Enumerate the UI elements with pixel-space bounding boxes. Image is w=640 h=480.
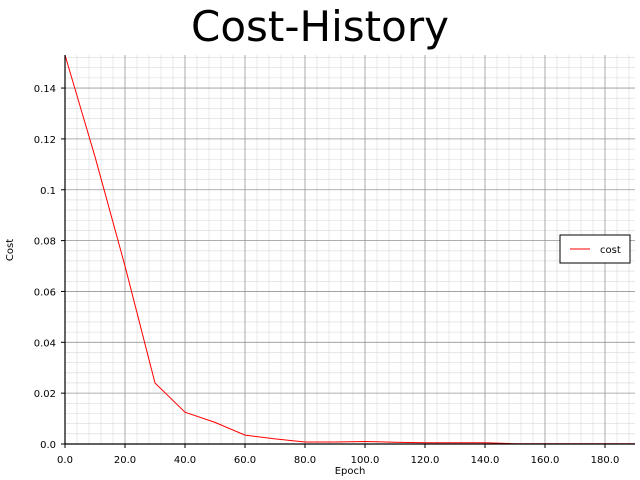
x-tick-label: 20.0 [114,455,136,466]
y-tick-label: 0.04 [34,338,56,349]
axes [64,55,635,445]
y-tick-label: 0.08 [34,237,56,248]
x-tick-label: 100.0 [351,455,380,466]
y-axis-ticks: 0.0 0.02 0.04 0.06 0.08 0.1 0.12 0.14 [34,84,65,451]
y-tick-label: 0.02 [34,389,56,400]
x-tick-label: 180.0 [591,455,620,466]
series-line-cost [64,54,635,445]
legend: cost [559,234,631,264]
y-tick-label: 0.14 [34,84,56,95]
y-tick-label: 0.0 [40,440,56,451]
y-tick-label: 0.1 [40,186,56,197]
x-tick-label: 140.0 [471,455,500,466]
x-tick-label: 60.0 [234,455,256,466]
x-tick-label: 80.0 [294,455,316,466]
x-tick-label: 120.0 [411,455,440,466]
major-grid [64,55,635,445]
minor-grid [64,55,635,445]
legend-label-cost: cost [600,245,621,256]
y-axis-label: Cost [5,239,16,261]
x-axis-label: Epoch [335,466,366,477]
chart-title: Cost-History [191,2,449,51]
x-tick-label: 0.0 [57,455,73,466]
x-axis-ticks: 0.0 20.0 40.0 60.0 80.0 100.0 120.0 140.0 160.0 1… [57,444,619,466]
series-layer [64,54,635,445]
y-tick-label: 0.12 [34,135,56,146]
x-tick-label: 160.0 [531,455,560,466]
x-tick-label: 40.0 [174,455,196,466]
y-tick-label: 0.06 [34,287,56,298]
